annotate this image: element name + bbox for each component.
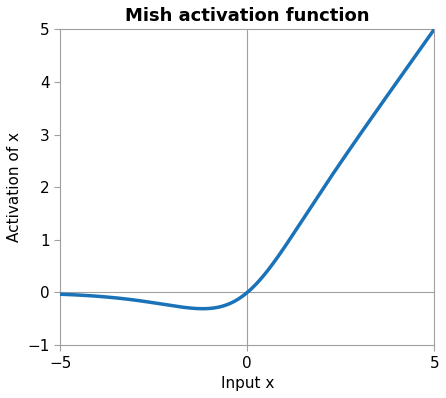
X-axis label: Input x: Input x: [221, 376, 274, 391]
Title: Mish activation function: Mish activation function: [125, 7, 370, 25]
Y-axis label: Activation of x: Activation of x: [7, 132, 22, 242]
